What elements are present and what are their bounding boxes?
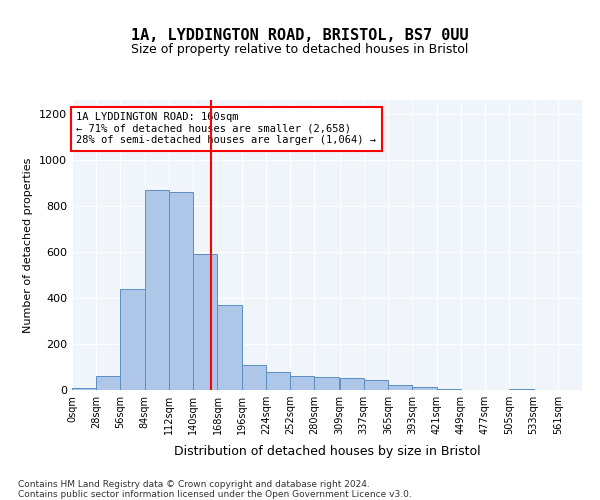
Bar: [217, 305, 242, 390]
Text: Size of property relative to detached houses in Bristol: Size of property relative to detached ho…: [131, 42, 469, 56]
Bar: [169, 192, 193, 390]
Bar: [437, 389, 461, 390]
X-axis label: Distribution of detached houses by size in Bristol: Distribution of detached houses by size …: [173, 446, 481, 458]
Text: 1A LYDDINGTON ROAD: 160sqm
← 71% of detached houses are smaller (2,658)
28% of s: 1A LYDDINGTON ROAD: 160sqm ← 71% of deta…: [76, 112, 376, 146]
Bar: [290, 376, 314, 390]
Bar: [193, 254, 217, 390]
Bar: [96, 376, 121, 390]
Bar: [145, 190, 169, 390]
Bar: [72, 388, 96, 390]
Text: Contains HM Land Registry data © Crown copyright and database right 2024.
Contai: Contains HM Land Registry data © Crown c…: [18, 480, 412, 500]
Bar: [121, 288, 145, 390]
Bar: [364, 380, 388, 390]
Y-axis label: Number of detached properties: Number of detached properties: [23, 158, 34, 332]
Bar: [340, 378, 364, 390]
Bar: [242, 364, 266, 390]
Bar: [388, 386, 412, 390]
Bar: [314, 378, 338, 390]
Text: 1A, LYDDINGTON ROAD, BRISTOL, BS7 0UU: 1A, LYDDINGTON ROAD, BRISTOL, BS7 0UU: [131, 28, 469, 42]
Bar: [412, 386, 437, 390]
Bar: [266, 372, 290, 390]
